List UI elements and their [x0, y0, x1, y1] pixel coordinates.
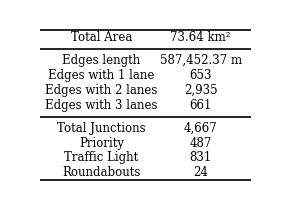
Text: 487: 487: [189, 136, 212, 150]
Text: 4,667: 4,667: [184, 122, 218, 135]
Text: Edges length: Edges length: [62, 54, 141, 67]
Text: Roundabouts: Roundabouts: [62, 166, 141, 179]
Text: 653: 653: [189, 69, 212, 82]
Text: Edges with 3 lanes: Edges with 3 lanes: [45, 99, 158, 111]
Text: Total Junctions: Total Junctions: [57, 122, 146, 135]
Text: Total Area: Total Area: [71, 31, 132, 44]
Text: 661: 661: [189, 99, 212, 111]
Text: 24: 24: [193, 166, 208, 179]
Text: 587,452.37 m: 587,452.37 m: [160, 54, 242, 67]
Text: 2,935: 2,935: [184, 84, 217, 97]
Text: Traffic Light: Traffic Light: [64, 151, 139, 165]
Text: Edges with 1 lane: Edges with 1 lane: [48, 69, 155, 82]
Text: Edges with 2 lanes: Edges with 2 lanes: [45, 84, 158, 97]
Text: 73.64 km²: 73.64 km²: [170, 31, 231, 44]
Text: Priority: Priority: [79, 136, 124, 150]
Text: 831: 831: [189, 151, 212, 165]
